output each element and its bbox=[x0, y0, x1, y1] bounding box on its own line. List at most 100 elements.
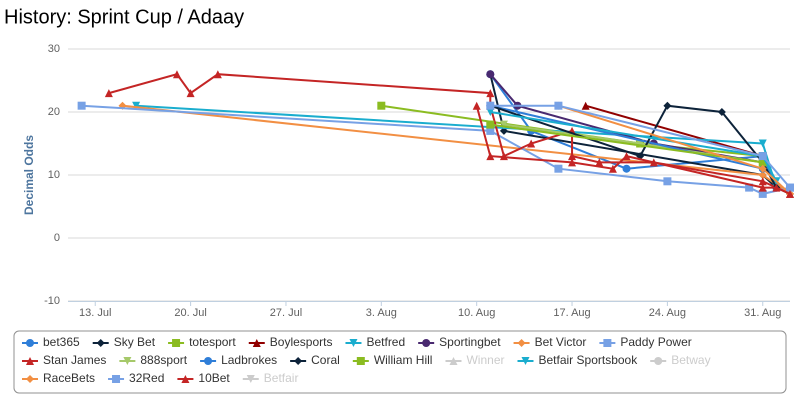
data-point bbox=[486, 101, 495, 110]
legend-label: Betway bbox=[671, 353, 710, 367]
legend-symbol-marker bbox=[654, 357, 663, 365]
legend-item[interactable]: Betfair Sportsbook bbox=[517, 353, 639, 367]
series-line bbox=[108, 73, 791, 195]
data-point bbox=[758, 164, 767, 173]
legend-item[interactable]: Betway bbox=[650, 353, 711, 367]
series-line bbox=[585, 104, 764, 158]
legend-label: Sky Bet bbox=[114, 335, 156, 349]
legend-label: Boylesports bbox=[270, 335, 333, 349]
legend-item[interactable]: RaceBets bbox=[22, 371, 95, 385]
series-line bbox=[489, 73, 763, 164]
legend-label: Betfair Sportsbook bbox=[539, 353, 639, 367]
legend-item[interactable]: Winner bbox=[445, 353, 505, 367]
legend-item[interactable]: Paddy Power bbox=[599, 335, 692, 349]
legend-symbol-marker bbox=[252, 339, 261, 347]
data-point bbox=[568, 152, 577, 161]
data-point bbox=[772, 183, 781, 192]
legend-symbol-marker bbox=[521, 357, 530, 365]
legend-item[interactable]: totesport bbox=[168, 335, 236, 349]
data-point bbox=[758, 177, 767, 186]
legend-item[interactable]: William Hill bbox=[352, 353, 433, 367]
series-line bbox=[490, 104, 791, 189]
legend-label: 888sport bbox=[140, 353, 187, 367]
legend-symbol-marker bbox=[26, 375, 34, 383]
legend-item[interactable]: Betfair bbox=[242, 371, 299, 385]
y-tick-label: 10 bbox=[48, 169, 60, 181]
data-point bbox=[77, 101, 86, 110]
data-point bbox=[595, 158, 604, 167]
legend-label: totesport bbox=[189, 335, 236, 349]
legend-label: Bet Victor bbox=[535, 335, 587, 349]
legend-symbol-marker bbox=[356, 357, 365, 365]
chart-title: History: Sprint Cup / Adaay bbox=[4, 6, 244, 28]
data-point bbox=[486, 108, 495, 116]
data-point bbox=[622, 164, 631, 173]
legend-symbol-marker bbox=[123, 357, 132, 365]
data-point bbox=[186, 89, 195, 98]
x-tick-label: 13. Jul bbox=[79, 307, 111, 319]
data-point bbox=[786, 183, 794, 192]
legend-symbol-marker bbox=[181, 375, 190, 383]
legend-symbol-marker bbox=[204, 357, 213, 365]
data-point bbox=[663, 101, 672, 110]
legend-label: Sportingbet bbox=[439, 335, 501, 349]
legend-item[interactable]: 888sport bbox=[119, 353, 188, 367]
y-tick-label: -10 bbox=[44, 295, 60, 307]
legend-item[interactable]: Sportingbet bbox=[418, 335, 501, 349]
series-line bbox=[490, 104, 763, 170]
legend-symbol-marker bbox=[96, 339, 105, 347]
legend-label: Paddy Power bbox=[620, 335, 691, 349]
series-line bbox=[475, 105, 791, 195]
x-tick-label: 24. Aug bbox=[649, 307, 686, 319]
legend-symbol-marker bbox=[422, 339, 431, 347]
x-tick-label: 17. Aug bbox=[553, 307, 590, 319]
legend-symbol-marker bbox=[349, 339, 358, 347]
data-point bbox=[377, 101, 386, 110]
legend-label: bet365 bbox=[43, 335, 80, 349]
legend-item[interactable]: bet365 bbox=[22, 335, 80, 349]
data-point bbox=[486, 126, 495, 135]
data-point bbox=[486, 152, 495, 161]
legend-item[interactable]: Betfred bbox=[345, 335, 405, 349]
legend-label: Betfred bbox=[366, 335, 405, 349]
series-line bbox=[489, 104, 778, 189]
legend-label: Betfair bbox=[264, 371, 299, 385]
legend-symbol-marker bbox=[294, 357, 303, 365]
legend-item[interactable]: 32Red bbox=[108, 371, 164, 385]
legend-label: RaceBets bbox=[43, 371, 95, 385]
legend-item[interactable]: Sky Bet bbox=[92, 335, 156, 349]
legend-symbol-marker bbox=[172, 339, 181, 347]
series-line bbox=[490, 123, 763, 164]
data-point bbox=[172, 70, 181, 79]
legend-label: Stan James bbox=[43, 353, 106, 367]
legend-symbol-marker bbox=[517, 339, 526, 347]
legend-item[interactable]: Bet Victor bbox=[513, 335, 587, 349]
data-point bbox=[486, 89, 495, 98]
y-tick-label: 0 bbox=[54, 232, 60, 244]
legend-label: Coral bbox=[311, 353, 340, 367]
data-point bbox=[758, 183, 767, 192]
legend-symbol-marker bbox=[603, 339, 612, 347]
legend-frame bbox=[13, 330, 787, 394]
data-point bbox=[663, 177, 672, 186]
data-point bbox=[758, 189, 767, 198]
x-tick-label: 31. Aug bbox=[744, 307, 781, 319]
legend-item[interactable]: Stan James bbox=[22, 353, 106, 367]
x-tick-label: 3. Aug bbox=[366, 307, 397, 319]
legend-symbol-marker bbox=[112, 375, 121, 383]
x-tick-label: 10. Aug bbox=[458, 307, 495, 319]
legend-item[interactable]: Boylesports bbox=[248, 335, 333, 349]
legend-symbol-marker bbox=[246, 375, 255, 383]
legend-item[interactable]: 10Bet bbox=[177, 371, 230, 385]
legend-label: William Hill bbox=[374, 353, 433, 367]
legend-label: Ladbrokes bbox=[221, 353, 277, 367]
data-point bbox=[486, 120, 495, 129]
data-point bbox=[758, 139, 767, 148]
data-point bbox=[499, 120, 508, 129]
legend-item[interactable]: Coral bbox=[290, 353, 340, 367]
y-tick-label: 30 bbox=[48, 43, 60, 55]
x-tick-label: 20. Jul bbox=[174, 307, 206, 319]
legend-item[interactable]: Ladbrokes bbox=[200, 353, 277, 367]
legend-label: 10Bet bbox=[198, 371, 230, 385]
